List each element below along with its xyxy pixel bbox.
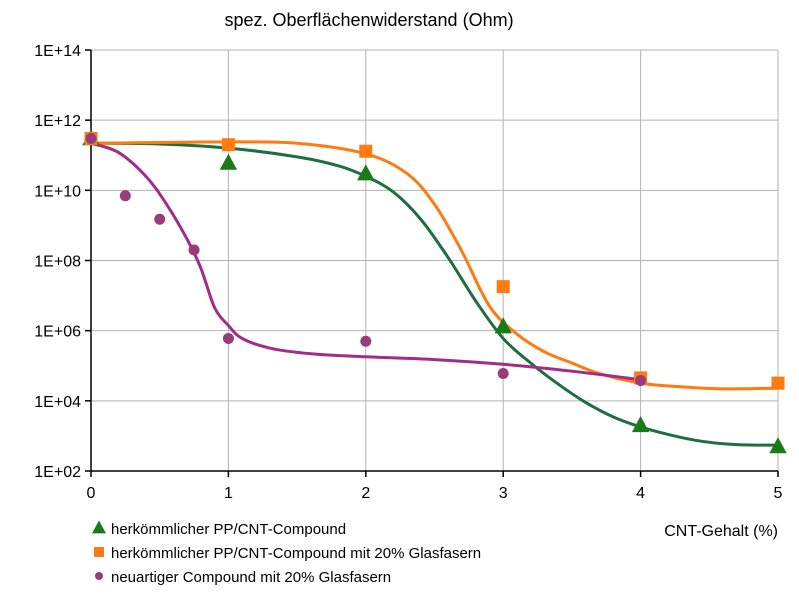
legend: herkömmlicher PP/CNT-Compound herkömmlich… bbox=[92, 520, 481, 586]
series-compound-pp-cnt-legend-label: herkömmlicher PP/CNT-Compound bbox=[111, 521, 346, 538]
series-novel-compound-point bbox=[635, 374, 647, 386]
series-compound-pp-cnt-glass-point bbox=[221, 138, 235, 152]
x-tick-label: 4 bbox=[636, 485, 645, 502]
grid-layer bbox=[91, 49, 779, 471]
series-novel-compound-point bbox=[154, 213, 166, 225]
series-compound-pp-cnt-point bbox=[494, 317, 512, 334]
series-novel-compound-point bbox=[222, 332, 234, 344]
series-compound-pp-cnt-point bbox=[769, 437, 787, 454]
x-axis-label: CNT-Gehalt (%) bbox=[664, 523, 778, 540]
series-compound-pp-cnt-glass-point bbox=[496, 280, 510, 294]
fit-curves-layer bbox=[89, 140, 780, 447]
series-novel-compound-point bbox=[85, 133, 97, 145]
series-compound-pp-cnt-point bbox=[631, 416, 650, 433]
series-novel-compound-legend-marker bbox=[95, 572, 103, 580]
x-tick-label: 5 bbox=[774, 485, 783, 502]
y-tick-label: 1E+06 bbox=[34, 324, 81, 341]
series-compound-pp-cnt-glass-point bbox=[771, 376, 785, 390]
y-tick-label: 1E+10 bbox=[34, 183, 81, 200]
series-novel-compound-point bbox=[497, 368, 509, 380]
x-tick-label: 3 bbox=[499, 485, 508, 502]
x-tick-label: 1 bbox=[224, 485, 233, 502]
series-novel-compound-legend-label: neuartiger Compound mit 20% Glasfasern bbox=[111, 569, 391, 586]
series-compound-pp-cnt-glass-legend-marker bbox=[94, 547, 104, 557]
series-novel-compound-point bbox=[119, 190, 131, 202]
series-compound-pp-cnt-legend-marker bbox=[92, 520, 106, 534]
series-novel-compound-point bbox=[360, 335, 372, 347]
series-compound-pp-cnt-glass-legend-label: herkömmlicher PP/CNT-Compound mit 20% Gl… bbox=[111, 545, 481, 562]
x-tick-label: 0 bbox=[87, 485, 96, 502]
y-tick-label: 1E+02 bbox=[34, 464, 81, 481]
ticks-layer: 0 1 2 3 4 5 1E+02 1E+04 1E+06 1E+08 1E+10 1E+12 1E+1… bbox=[34, 43, 782, 502]
y-tick-label: 1E+08 bbox=[34, 254, 81, 271]
series-compound-pp-cnt-glass-point bbox=[359, 144, 373, 158]
data-points-layer bbox=[82, 129, 787, 454]
y-tick-label: 1E+14 bbox=[34, 43, 81, 60]
series-novel-compound-fit-curve bbox=[89, 141, 643, 382]
series-compound-pp-cnt-fit-curve bbox=[89, 141, 780, 447]
y-tick-label: 1E+12 bbox=[34, 113, 81, 130]
series-novel-compound-point bbox=[188, 244, 200, 256]
x-tick-label: 2 bbox=[361, 485, 370, 502]
series-compound-pp-cnt-point bbox=[219, 153, 238, 170]
chart-title: spez. Oberflächenwiderstand (Ohm) bbox=[224, 10, 513, 30]
series-compound-pp-cnt-glass-fit-curve bbox=[89, 140, 780, 391]
y-tick-label: 1E+04 bbox=[34, 394, 81, 411]
series-compound-pp-cnt-point bbox=[357, 164, 375, 181]
